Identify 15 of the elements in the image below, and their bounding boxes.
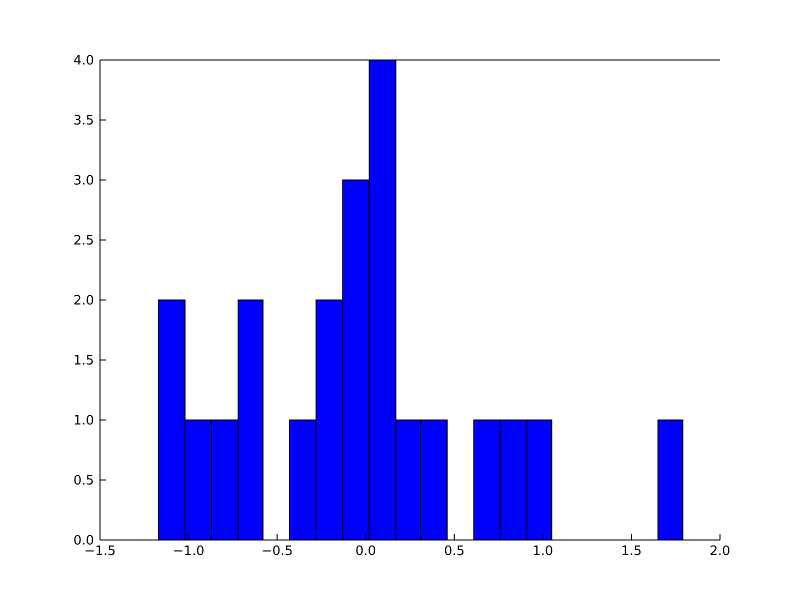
y-tick-label: 2.0 [73, 294, 94, 309]
y-tick-label: 1.5 [73, 354, 94, 369]
x-tick-label: −1.0 [172, 544, 204, 560]
y-tick-label: 0.5 [73, 474, 94, 489]
x-tick-label: 0.5 [444, 544, 465, 560]
y-tick-label: 2.5 [73, 234, 94, 249]
x-tick-label: 1.0 [532, 544, 554, 560]
x-tick-label: 2.0 [710, 544, 730, 560]
x-tick-label: −0.5 [261, 544, 293, 560]
x-tick-label: 0.0 [355, 544, 376, 560]
y-tick-label: 3.0 [73, 174, 94, 189]
y-tick-label: 3.5 [73, 114, 94, 129]
y-tick-label: 1.0 [73, 414, 94, 429]
y-tick-label: 4.0 [73, 54, 94, 69]
x-tick-label: 1.5 [621, 544, 642, 560]
